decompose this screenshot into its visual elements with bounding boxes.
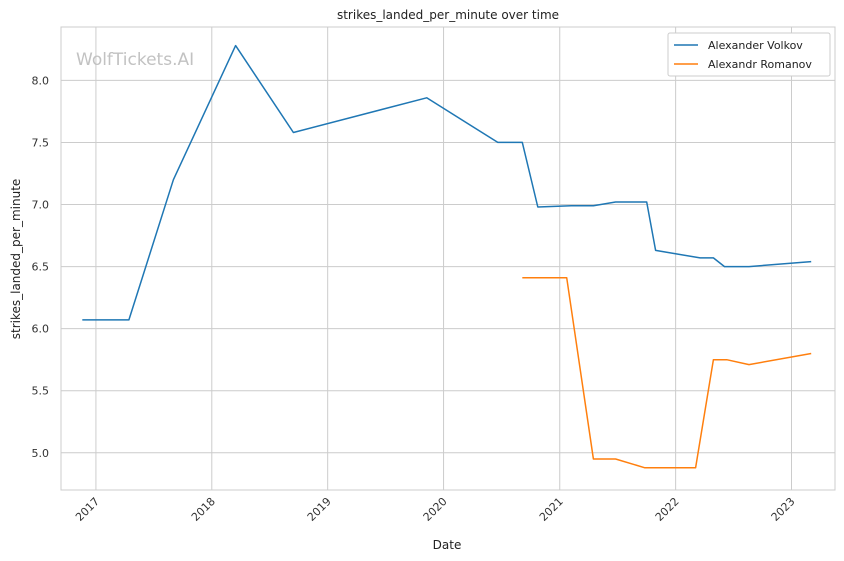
watermark: WolfTickets.AI xyxy=(76,50,194,70)
series-layer xyxy=(82,44,812,469)
grid xyxy=(61,27,835,490)
y-axis-ticks: 5.0 5.5 6.0 6.5 7.0 7.5 8.0 xyxy=(32,74,50,459)
y-tick-label: 6.5 xyxy=(32,261,50,274)
legend: Alexander Volkov Alexandr Romanov xyxy=(667,32,831,77)
x-axis-ticks: 2017 2018 2019 2020 2021 2022 2023 xyxy=(73,495,798,524)
x-tick-label: 2021 xyxy=(537,495,566,524)
y-tick-label: 7.0 xyxy=(32,199,50,212)
series-line-alexandr-romanov xyxy=(522,276,812,469)
y-tick-label: 7.5 xyxy=(32,136,50,149)
y-axis-label: strikes_landed_per_minute xyxy=(9,179,23,340)
legend-label-alexander-volkov: Alexander Volkov xyxy=(708,39,803,52)
series-line-alexander-volkov xyxy=(82,44,812,321)
chart-title: strikes_landed_per_minute over time xyxy=(337,8,559,22)
x-tick-label: 2022 xyxy=(653,495,682,524)
legend-label-alexandr-romanov: Alexandr Romanov xyxy=(708,58,812,71)
plot-frame xyxy=(60,26,836,491)
x-tick-label: 2020 xyxy=(421,495,450,524)
y-tick-label: 8.0 xyxy=(32,74,50,87)
x-tick-label: 2023 xyxy=(769,495,798,524)
y-tick-label: 5.0 xyxy=(32,447,50,460)
x-tick-label: 2018 xyxy=(189,495,218,524)
legend-box xyxy=(667,32,831,77)
y-tick-label: 6.0 xyxy=(32,323,50,336)
x-tick-label: 2017 xyxy=(73,495,102,524)
y-tick-label: 5.5 xyxy=(32,385,50,398)
x-axis-label: Date xyxy=(433,538,462,552)
x-tick-label: 2019 xyxy=(305,495,334,524)
